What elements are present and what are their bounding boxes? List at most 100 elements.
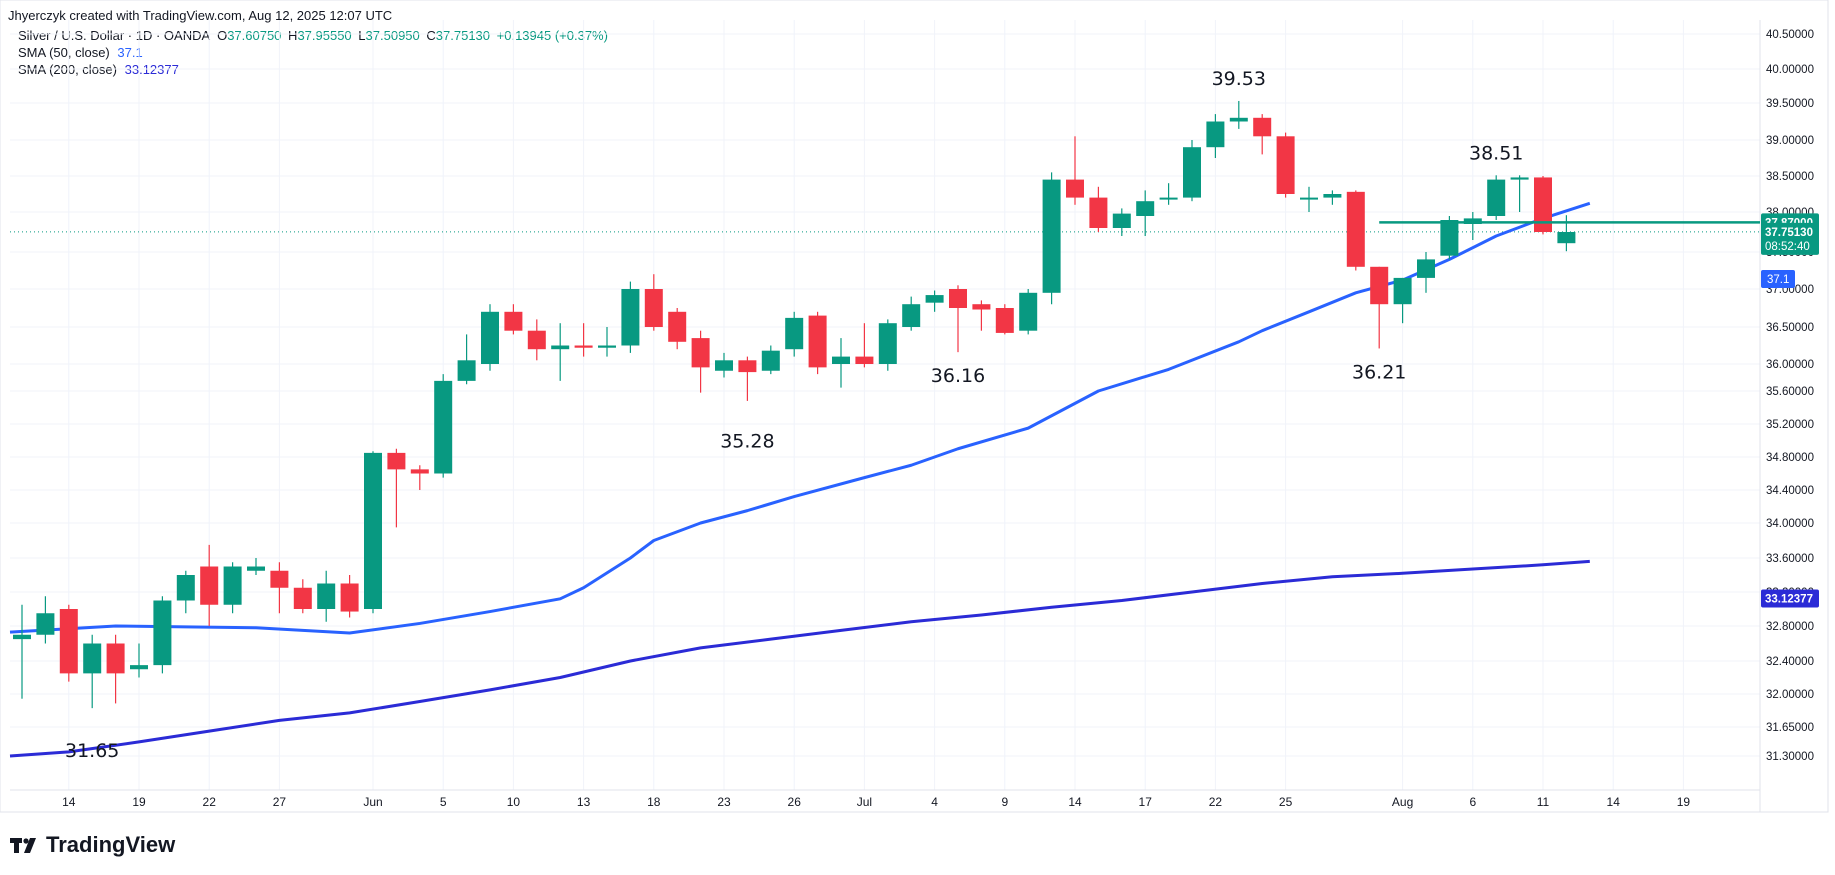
- candle-body: [317, 583, 336, 609]
- price-axis-label: 36.00000: [1766, 359, 1814, 371]
- legend-high-value: 37.95550: [297, 28, 352, 43]
- candle-body: [1206, 121, 1225, 148]
- candle-body: [995, 308, 1014, 333]
- candle-body: [832, 356, 850, 364]
- candle-body: [13, 634, 31, 640]
- legend-symbol[interactable]: Silver / U.S. Dollar · 1D · OANDA: [18, 28, 210, 43]
- candle-body: [551, 345, 570, 350]
- candle-body: [1440, 220, 1459, 256]
- candle-body: [410, 469, 429, 474]
- candle-body: [106, 643, 125, 674]
- candle-body: [1323, 194, 1342, 198]
- price-axis-label: 35.60000: [1766, 386, 1814, 398]
- price-axis-label: 32.40000: [1766, 656, 1814, 668]
- time-axis-label: 5: [440, 795, 447, 809]
- time-axis-label: 13: [577, 795, 591, 809]
- candle-body: [644, 289, 663, 327]
- legend-symbol-row: Silver / U.S. Dollar · 1D · OANDA O37.60…: [18, 28, 608, 43]
- price-axis-label: 39.00000: [1766, 135, 1814, 147]
- candle-body: [1534, 177, 1552, 232]
- candle-body: [1557, 232, 1576, 244]
- time-axis-label: 17: [1139, 795, 1153, 809]
- price-axis-label: 34.00000: [1766, 518, 1814, 530]
- time-axis-label: 19: [1677, 795, 1691, 809]
- candle-body: [1346, 191, 1365, 267]
- candle-body: [1510, 177, 1529, 180]
- candle-body: [574, 345, 593, 348]
- candle-body: [83, 643, 102, 674]
- candle-body: [738, 360, 757, 373]
- candle-body: [1042, 179, 1061, 293]
- legend-close-label: C: [426, 28, 436, 43]
- legend-high-label: H: [288, 28, 298, 43]
- candle-body: [878, 323, 897, 364]
- time-axis-label: 10: [507, 795, 521, 809]
- candle-body: [902, 304, 921, 327]
- time-axis-label: Jun: [363, 795, 382, 809]
- legend-change: +0.13945 (+0.37%): [496, 28, 608, 43]
- candle-body: [527, 330, 546, 350]
- time-axis-label: 14: [62, 795, 76, 809]
- candle-body: [1300, 197, 1318, 200]
- sma50-price-tag: 37.1: [1767, 274, 1789, 286]
- candle-body: [36, 613, 55, 635]
- candle-body: [1370, 266, 1389, 305]
- tradingview-logo-icon: [10, 838, 36, 853]
- legend-sma50-value: 37.1: [117, 45, 143, 60]
- price-annotation: 38.51: [1469, 142, 1523, 164]
- time-axis-label: 11: [1537, 795, 1550, 809]
- sma200-line: [9, 559, 1590, 758]
- price-axis-label: 32.80000: [1766, 621, 1814, 633]
- candle-body: [715, 360, 733, 371]
- price-annotation: 31.65: [65, 740, 119, 762]
- legend-close-value: 37.75130: [435, 28, 491, 43]
- sma50-line: [9, 201, 1591, 635]
- candle-body: [1112, 213, 1131, 228]
- candle-body: [1253, 117, 1272, 137]
- price-axis-label: 32.00000: [1766, 689, 1814, 701]
- price-axis-label: 39.50000: [1766, 98, 1814, 110]
- candle-body: [387, 452, 406, 470]
- legend-sma50-row[interactable]: SMA (50, close) 37.1: [18, 45, 143, 60]
- price-axis-label: 38.50000: [1766, 171, 1814, 183]
- time-axis-label: 4: [931, 795, 938, 809]
- price-annotation: 36.16: [931, 365, 985, 387]
- legend-open-value: 37.60750: [227, 28, 282, 43]
- candle-body: [1019, 292, 1038, 331]
- candle-body: [668, 311, 687, 342]
- brand-logo[interactable]: TradingView: [10, 832, 175, 858]
- chart-caption: Jhyerczyk created with TradingView.com, …: [8, 8, 393, 23]
- time-axis-label: 22: [1209, 795, 1223, 809]
- candle-body: [621, 289, 640, 346]
- candle-body: [434, 380, 453, 474]
- candle-body: [855, 356, 874, 364]
- brand-name: TradingView: [46, 832, 176, 857]
- time-axis-label: 23: [717, 795, 731, 809]
- time-axis-label: 25: [1279, 795, 1293, 809]
- last-price-tag-bg: [1761, 222, 1819, 255]
- price-annotation: 36.21: [1352, 361, 1406, 383]
- sma200-price-tag: 33.12377: [1765, 593, 1813, 605]
- candle-body: [1136, 201, 1155, 216]
- time-axis-label: 18: [647, 795, 661, 809]
- candle-body: [1417, 259, 1435, 278]
- candle-body: [761, 350, 780, 371]
- candle-body: [153, 600, 172, 666]
- candle-body: [1487, 179, 1506, 216]
- time-axis-label: 14: [1068, 795, 1082, 809]
- candle-body: [808, 315, 827, 368]
- last-price-tag: 37.75130: [1765, 227, 1813, 239]
- candle-body: [176, 575, 195, 601]
- time-axis-label: 9: [1001, 795, 1008, 809]
- candle-body: [949, 289, 967, 308]
- candle-body: [481, 311, 499, 364]
- legend-open-label: O: [217, 28, 228, 43]
- price-annotation: 39.53: [1212, 68, 1266, 90]
- price-axis-label: 31.30000: [1766, 751, 1814, 763]
- candle-body: [972, 304, 991, 310]
- price-axis-label: 31.65000: [1766, 722, 1814, 734]
- candle-body: [785, 317, 804, 350]
- candle-body: [1393, 277, 1412, 305]
- price-axis-label: 40.00000: [1766, 64, 1814, 76]
